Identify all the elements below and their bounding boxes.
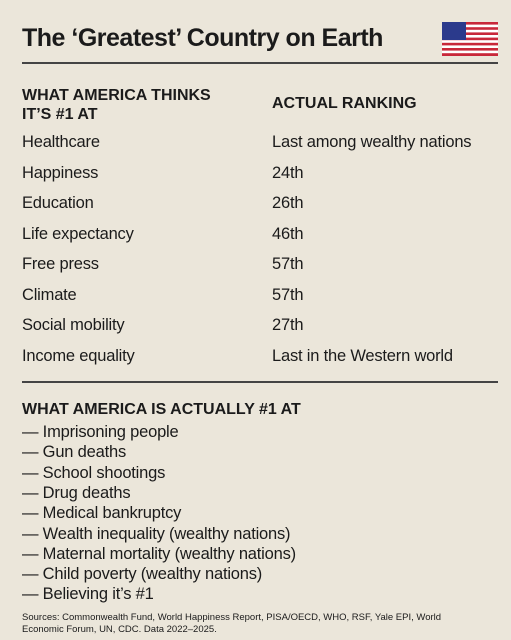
title: The ‘Greatest’ Country on Earth [22,24,383,52]
row-ranking: 26th [272,194,304,212]
list-item: — Imprisoning people [22,423,179,441]
row-ranking: 24th [272,163,304,182]
row-label: Healthcare [22,133,100,151]
row-label: Free press [22,255,99,273]
row-label: Social mobility [22,316,125,334]
column-header: WHAT AMERICA THINKS IT’S #1 AT [22,87,211,123]
flag-icon [442,22,498,56]
list-item: — Maternal mortality (wealthy nations) [22,544,296,563]
divider [22,62,498,64]
row-label: Income equality [22,346,135,365]
list-item: — Drug deaths [22,483,131,502]
divider [22,381,498,383]
row-ranking: 57th [272,255,304,273]
list-item: — Child poverty (wealthy nations) [22,565,263,584]
list-item: — Believing it’s #1 [22,585,154,604]
row-ranking: 27th [272,316,304,334]
row-ranking: 46th [272,224,304,243]
list-item: — Medical bankruptcy [22,504,182,523]
sources: Sources: Commonwealth Fund, World Happin… [22,612,442,635]
row-ranking: Last in the Western world [272,346,453,365]
row-ranking: 57th [272,285,304,304]
column-header: ACTUAL RANKING [272,95,417,112]
row-ranking: Last among wealthy nations [272,133,472,151]
row-label: Happiness [22,163,99,182]
section-heading: WHAT AMERICA IS ACTUALLY #1 AT [22,401,301,418]
list-item: — Gun deaths [22,443,126,462]
list-item: — Wealth inequality (wealthy nations) [22,524,291,543]
list-item: — School shootings [22,463,166,482]
row-label: Education [22,194,94,212]
row-label: Climate [22,285,77,304]
row-label: Life expectancy [22,224,134,243]
